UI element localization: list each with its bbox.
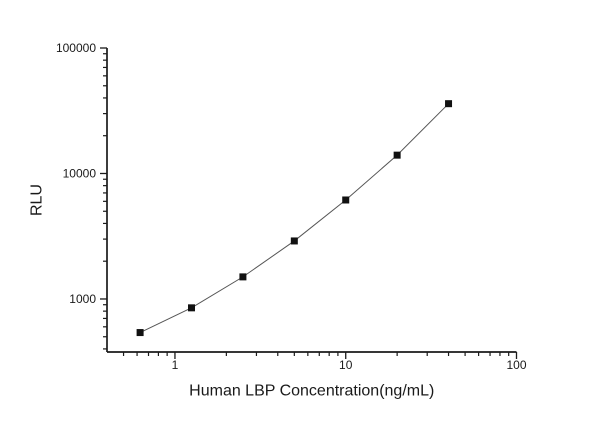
x-tick-label: 100 bbox=[506, 358, 526, 372]
data-point-marker bbox=[290, 237, 298, 245]
y-tick-label: 10000 bbox=[63, 166, 97, 180]
data-point-marker bbox=[342, 196, 350, 204]
data-point-marker bbox=[136, 329, 144, 337]
data-point-marker bbox=[393, 151, 401, 159]
data-point-marker bbox=[188, 304, 196, 312]
x-tick-label: 10 bbox=[339, 358, 353, 372]
x-axis-title: Human LBP Concentration(ng/mL) bbox=[189, 383, 434, 400]
series-line bbox=[139, 103, 449, 334]
y-tick-label: 100000 bbox=[56, 41, 96, 55]
y-axis-title: RLU bbox=[29, 184, 46, 216]
data-point-marker bbox=[239, 273, 247, 281]
y-tick-label: 1000 bbox=[69, 292, 96, 306]
x-tick-label: 1 bbox=[172, 358, 179, 372]
data-point-marker bbox=[445, 100, 453, 108]
